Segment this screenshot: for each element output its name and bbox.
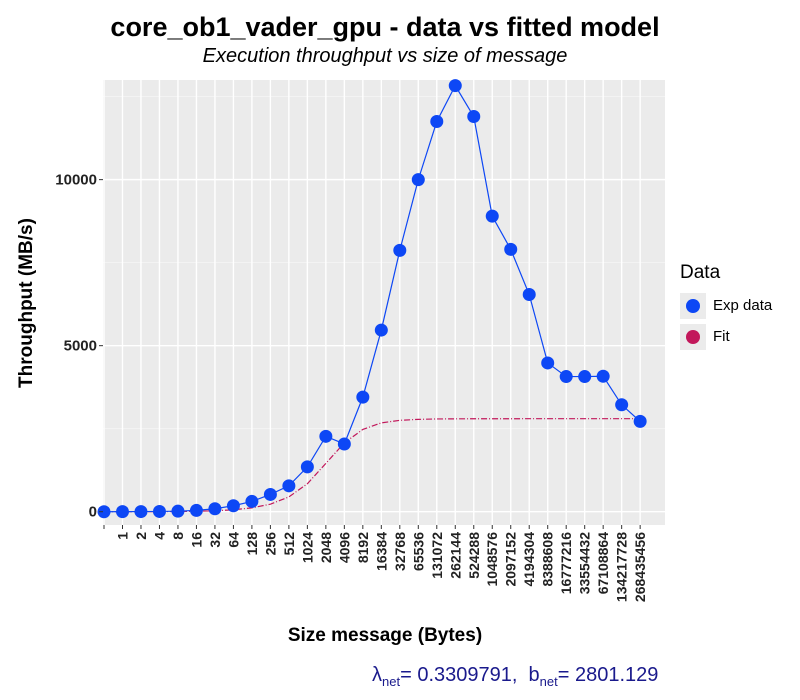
x-tick-label: 128 [244,532,260,556]
legend-item-fit: Fit [680,321,772,352]
exp-data-point [134,505,148,519]
x-axis-title: Size message (Bytes) [288,625,482,646]
legend: Data Exp data Fit [680,262,772,352]
x-tick-label: 8192 [355,532,371,563]
x-tick-label: 131072 [429,532,445,579]
x-tick-label: 256 [262,532,278,556]
exp-data-point [374,323,388,337]
exp-data-point [300,460,314,474]
exp-data-point [541,356,555,370]
exp-data-point [97,505,111,519]
exp-data-point [263,487,277,501]
exp-data-series [97,79,647,519]
exp-data-point [171,504,185,518]
x-tick-label: 1 [114,532,130,540]
exp-data-point [208,502,222,516]
x-tick-label: 32768 [392,532,408,571]
x-tick-label: 65536 [410,532,426,571]
y-axis: 0 5000 10000 [55,172,103,521]
exp-data-point [615,398,629,412]
x-tick-label: 32 [207,532,223,548]
x-tick-label: 1048576 [484,532,500,587]
exp-data-point [467,110,481,124]
grid [103,80,665,525]
x-tick-label: 268435456 [632,532,648,602]
x-tick-label: 4 [151,532,167,540]
exp-data-point [411,173,425,187]
legend-item-exp-data: Exp data [680,290,772,321]
x-tick-label: 16777216 [558,532,574,595]
exp-data-point [337,437,351,451]
legend-title: Data [680,262,721,283]
exp-data-point [504,242,518,256]
exp-data-point [282,479,296,493]
exp-data-point [448,79,462,93]
exp-data-point [578,370,592,384]
legend-key-fit [680,323,706,350]
exp-data-point [559,370,573,384]
model-parameters: λnet= 0.3309791, bnet= 2801.129 [372,664,658,689]
y-tick-label: 0 [89,504,97,521]
exp-data-point [152,504,166,518]
legend-label-exp-data: Exp data [713,297,773,314]
exp-data-point [189,503,203,517]
exp-data-point [226,499,240,513]
exp-data-point [356,390,370,404]
y-tick-label: 10000 [55,172,97,189]
x-tick-label: 2 [133,532,149,540]
chart-title: core_ob1_vader_gpu - data vs fitted mode… [110,12,660,42]
x-axis: 1 2 4 8 16 32 64 128 256 512 1024 2048 4096 8192 16384… [103,525,648,602]
exp-data-point [430,115,444,129]
x-tick-label: 4096 [336,532,352,563]
exp-data-point [393,243,407,257]
y-axis-title: Throughput (MB/s) [16,218,37,388]
x-tick-label: 262144 [447,532,463,579]
exp-data-point [633,414,647,428]
x-tick-label: 524288 [466,532,482,579]
x-tick-label: 8388608 [540,532,556,587]
x-tick-label: 134217728 [614,532,630,602]
exp-data-point [522,288,536,302]
x-tick-label: 2097152 [503,532,519,587]
x-tick-label: 512 [281,532,297,556]
legend-key-exp-data [680,292,706,319]
x-tick-label: 16384 [373,532,389,571]
plot-panel [103,80,665,525]
b-subscript: net [539,674,558,689]
x-tick-label: 4194304 [521,532,537,587]
legend-marker-fit [686,329,700,344]
x-tick-label: 64 [225,532,241,548]
y-tick-label: 5000 [64,338,97,355]
exp-data-point [245,494,259,508]
lambda-value: = 0.3309791, [400,664,518,686]
lambda-symbol: λ [372,664,382,686]
legend-label-fit: Fit [713,328,730,345]
x-tick-label: 33554432 [577,532,593,595]
b-value: = 2801.129 [557,664,659,686]
exp-data-point [115,505,129,519]
exp-data-point [596,369,610,383]
x-tick-label: 2048 [318,532,334,563]
legend-marker-exp-data [686,298,700,313]
x-tick-label: 1024 [299,532,315,563]
exp-data-point [319,429,333,443]
chart-subtitle: Execution throughput vs size of message [202,45,568,67]
lambda-subscript: net [382,674,401,689]
x-tick-label: 8 [170,532,186,540]
exp-data-point [485,209,499,223]
x-tick-label: 16 [188,532,204,548]
x-tick-label: 67108864 [595,532,611,595]
b-symbol: b [528,664,540,686]
